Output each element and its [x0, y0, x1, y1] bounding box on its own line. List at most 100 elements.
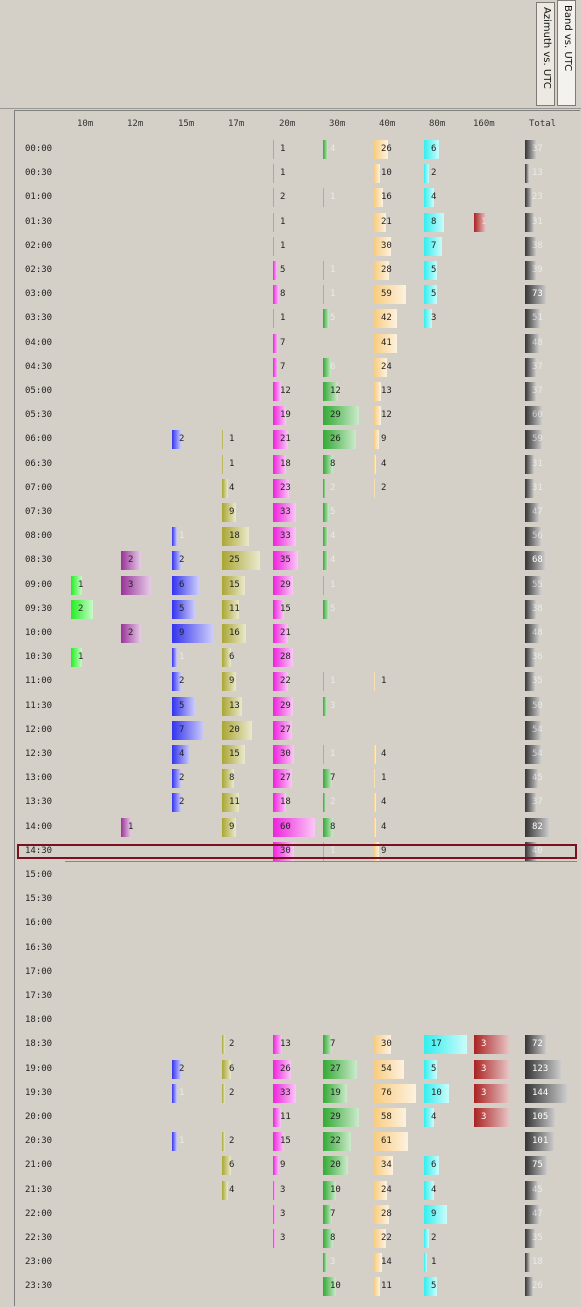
- value-label-30m: 3: [330, 1257, 336, 1268]
- value-label-17m: 11: [229, 797, 240, 808]
- value-label-30m: 1: [330, 289, 336, 300]
- value-label-total: 38: [532, 240, 543, 251]
- bar-total: [525, 1180, 539, 1200]
- bar-20m: [273, 382, 282, 401]
- value-label-15m: 2: [179, 676, 185, 687]
- value-label-17m: 4: [229, 482, 235, 493]
- row-time-label: 11:00: [25, 676, 53, 687]
- value-label-17m: 4: [229, 1184, 235, 1195]
- value-label-17m: 18: [229, 531, 240, 542]
- value-label-15m: 9: [179, 628, 185, 638]
- bar-17m: [222, 672, 236, 692]
- bar-40m: [374, 1277, 381, 1297]
- bar-30m: [323, 769, 332, 789]
- value-label-40m: 22: [381, 1233, 392, 1243]
- value-label-30m: 12: [330, 386, 341, 396]
- value-label-40m: 1: [381, 773, 387, 784]
- value-label-40m: 4: [381, 797, 387, 808]
- value-label-total: 48: [532, 337, 543, 348]
- bar-total: [525, 333, 539, 353]
- bar-15m: [172, 1059, 181, 1079]
- bar-40m: [374, 188, 383, 208]
- value-label-20m: 29: [280, 579, 291, 590]
- bar-total: [525, 1229, 536, 1248]
- bar-total: [525, 140, 536, 159]
- value-label-20m: 1: [280, 144, 286, 154]
- value-label-15m: 1: [179, 1087, 185, 1098]
- value-label-total: 47: [532, 507, 543, 517]
- bar-160m: [474, 1035, 510, 1055]
- value-label-30m: 1: [330, 579, 336, 590]
- bar-total: [525, 745, 541, 764]
- value-label-15m: 2: [179, 434, 185, 445]
- value-label-20m: 18: [280, 797, 291, 808]
- bar-30m: [323, 140, 328, 159]
- bar-15m: [172, 624, 213, 643]
- bar-12m: [121, 551, 141, 571]
- bar-30m: [323, 599, 330, 619]
- value-label-17m: 9: [229, 507, 235, 517]
- value-label-40m: 4: [381, 821, 387, 832]
- row-time-label: 08:30: [25, 555, 53, 566]
- bar-17m: [222, 696, 242, 716]
- value-label-17m: 2: [229, 1039, 235, 1050]
- bar-total: [525, 624, 539, 643]
- row-time-label: 17:30: [25, 991, 53, 1001]
- row-time-label: 06:00: [25, 434, 53, 445]
- value-label-30m: 1: [330, 749, 336, 759]
- column-header-40m: 40m: [379, 119, 396, 129]
- row-time-label: 11:30: [25, 700, 53, 711]
- bar-total: [525, 551, 545, 571]
- value-label-total: 47: [532, 1208, 543, 1219]
- bar-17m: [222, 793, 239, 813]
- bar-20m: [273, 503, 297, 522]
- value-label-40m: 14: [381, 1257, 392, 1268]
- bar-160m: [474, 1108, 510, 1127]
- bar-total: [525, 1035, 546, 1055]
- row-time-label: 19:30: [25, 1087, 53, 1098]
- bar-20m: [273, 333, 278, 353]
- value-label-17m: 20: [229, 724, 240, 735]
- value-label-20m: 5: [280, 265, 286, 275]
- value-label-17m: 15: [229, 749, 240, 759]
- bar-20m: [273, 188, 275, 208]
- value-label-20m: 7: [280, 337, 286, 348]
- bar-20m: [273, 793, 286, 813]
- value-label-30m: 20: [330, 1160, 341, 1171]
- value-label-40m: 21: [381, 216, 392, 227]
- row-time-label: 05:00: [25, 386, 53, 396]
- value-label-20m: 21: [280, 434, 291, 445]
- selected-row-highlight[interactable]: [17, 843, 577, 859]
- bar-17m: [222, 1132, 225, 1152]
- tab-azimuth-vs-utc[interactable]: Azimuth vs. UTC: [536, 2, 555, 106]
- bar-17m: [222, 624, 246, 643]
- value-label-30m: 2: [330, 482, 336, 493]
- bar-30m: [323, 261, 325, 280]
- value-label-30m: 10: [330, 1281, 341, 1292]
- bar-80m: [424, 1059, 437, 1079]
- bar-80m: [424, 1253, 427, 1273]
- value-label-17m: 6: [229, 1160, 235, 1171]
- tab-band-vs-utc[interactable]: Band vs. UTC: [557, 0, 576, 106]
- value-label-30m: 29: [330, 410, 341, 421]
- bar-30m: [323, 841, 325, 861]
- value-label-20m: 22: [280, 676, 291, 687]
- value-label-40m: 30: [381, 1039, 392, 1050]
- bar-17m: [222, 648, 231, 668]
- bar-20m: [273, 575, 294, 595]
- bar-10m: [71, 648, 82, 668]
- value-label-30m: 3: [330, 700, 336, 711]
- bar-17m: [222, 1156, 231, 1176]
- value-label-20m: 60: [280, 821, 291, 832]
- bar-total: [525, 454, 534, 474]
- bar-15m: [172, 575, 199, 595]
- bar-40m: [374, 164, 380, 184]
- value-label-total: 45: [532, 1184, 543, 1195]
- column-header-17m: 17m: [228, 119, 245, 129]
- value-label-30m: 1: [330, 192, 336, 203]
- bar-30m: [323, 430, 356, 450]
- value-label-20m: 1: [280, 216, 286, 227]
- value-label-40m: 10: [381, 168, 392, 179]
- bar-30m: [323, 793, 326, 813]
- bar-17m: [222, 745, 245, 764]
